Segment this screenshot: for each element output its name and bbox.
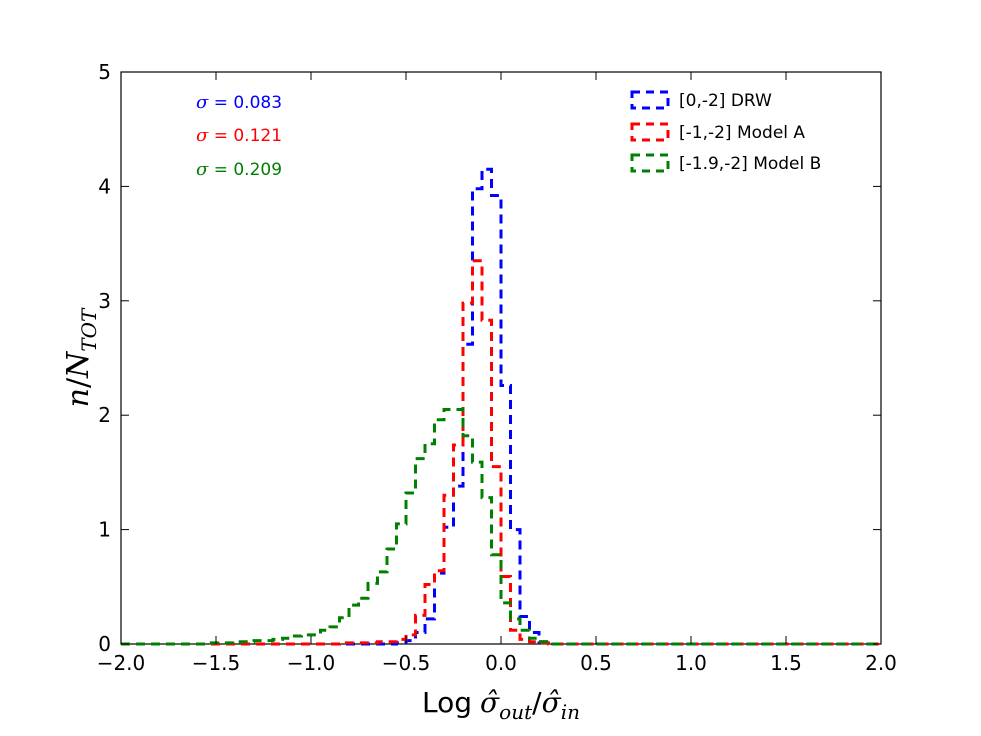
series-layer xyxy=(121,167,881,646)
x-axis-label-prefix: Log xyxy=(422,686,472,719)
y-tick-label: 0 xyxy=(98,632,111,656)
y-axis-label-n: n xyxy=(61,388,96,407)
y-tick-label: 3 xyxy=(98,289,111,313)
x-tick-label: −0.5 xyxy=(382,651,431,675)
y-tick-label: 5 xyxy=(98,60,111,84)
annotation-value: = 0.083 xyxy=(208,93,282,113)
histogram-series-1 xyxy=(121,259,881,646)
y-tick-label: 1 xyxy=(98,518,111,542)
annotation-sigma-model-b: σ = 0.209 xyxy=(196,159,282,180)
y-axis-label: n/NTOT xyxy=(61,307,101,407)
annotation-sigma-model-a: σ = 0.121 xyxy=(196,125,282,146)
legend-label-model-b: [-1.9,-2] Model B xyxy=(679,154,821,174)
x-axis-label-den: σ̂ xyxy=(542,686,562,719)
x-axis-label-num-sub: out xyxy=(499,700,533,724)
y-axis-label-N: N xyxy=(61,350,96,379)
x-tick-label: 2.0 xyxy=(865,651,897,675)
annotation-symbol: σ xyxy=(196,159,209,180)
sigma-annotations: σ = 0.083 σ = 0.121 σ = 0.209 xyxy=(196,92,282,180)
legend: [0,-2] DRW [-1,-2] Model A [-1.9,-2] Mod… xyxy=(630,90,821,174)
annotation-symbol: σ xyxy=(196,92,209,113)
annotation-value: = 0.209 xyxy=(208,160,282,180)
x-tick-label: 0.0 xyxy=(485,651,517,675)
x-axis-label-den-sub: in xyxy=(561,700,580,724)
y-axis-label-sub: TOT xyxy=(77,307,101,352)
annotation-sigma-drw: σ = 0.083 xyxy=(196,92,282,113)
x-axis-label: Log σ̂out/σ̂in xyxy=(422,686,580,724)
annotation-value: = 0.121 xyxy=(208,126,282,146)
y-tick-label: 2 xyxy=(98,403,111,427)
histogram-series-2 xyxy=(121,407,881,646)
x-axis-label-num: σ̂ xyxy=(480,686,500,719)
x-tick-label: 0.5 xyxy=(580,651,612,675)
legend-swatch-model-a xyxy=(630,122,670,142)
x-tick-label: −1.0 xyxy=(287,651,336,675)
y-axis-label-slash: / xyxy=(61,377,96,388)
x-tick-label: −1.5 xyxy=(192,651,241,675)
histogram-series-0 xyxy=(121,167,881,646)
x-axis-label-slash: / xyxy=(532,686,542,719)
legend-label-drw: [0,-2] DRW xyxy=(679,91,772,111)
ticks-layer: −2.0 −1.5 −1.0 −0.5 0.0 0.5 1.0 1.5 2.0 0 1 2 3 4 5 xyxy=(97,60,897,675)
x-tick-label: −2.0 xyxy=(97,651,146,675)
legend-label-model-a: [-1,-2] Model A xyxy=(679,123,805,143)
x-tick-label: 1.0 xyxy=(675,651,707,675)
x-tick-label: 1.5 xyxy=(770,651,802,675)
y-tick-label: 4 xyxy=(98,174,111,198)
annotation-symbol: σ xyxy=(196,125,209,146)
legend-swatch-drw xyxy=(630,90,670,110)
legend-swatch-model-b xyxy=(630,153,670,173)
